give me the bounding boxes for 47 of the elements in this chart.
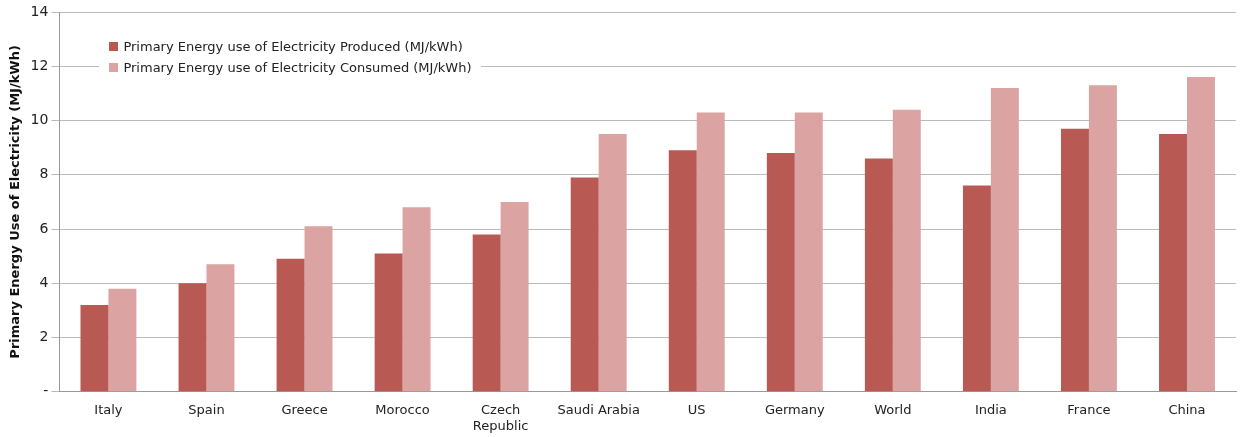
bar bbox=[864, 158, 893, 392]
y-tick-label: 2 bbox=[39, 328, 49, 345]
legend-label: Primary Energy use of Electricity Consumed (MJ/kWh) bbox=[123, 60, 472, 75]
bar bbox=[1186, 77, 1215, 392]
bar bbox=[1159, 134, 1187, 392]
bar bbox=[304, 226, 333, 392]
y-axis-title: Primary Energy Use of Electricity (MJ/kWh) bbox=[7, 45, 23, 359]
bar bbox=[990, 87, 1019, 392]
bar bbox=[500, 201, 529, 392]
bar bbox=[668, 150, 697, 392]
bar bbox=[598, 134, 627, 392]
x-tick-label: India bbox=[974, 401, 1007, 417]
bar bbox=[206, 264, 235, 392]
bar bbox=[696, 112, 725, 392]
bar bbox=[374, 253, 403, 392]
y-tick-label: 6 bbox=[39, 219, 49, 236]
x-tick-label: Spain bbox=[188, 401, 225, 417]
y-tick-label: 14 bbox=[30, 2, 49, 19]
bar bbox=[178, 283, 207, 392]
y-tick-label: 4 bbox=[39, 273, 49, 290]
bar bbox=[108, 288, 137, 392]
x-tick-label: Saudi Arabia bbox=[557, 401, 640, 417]
x-tick-label: France bbox=[1067, 401, 1111, 417]
bar bbox=[80, 304, 109, 392]
y-tick-label: - bbox=[43, 382, 49, 399]
bar bbox=[1060, 128, 1089, 392]
bar bbox=[472, 234, 501, 392]
bar bbox=[766, 153, 795, 392]
x-tick-label: Italy bbox=[94, 401, 123, 417]
y-tick-label: 8 bbox=[39, 165, 49, 182]
bar bbox=[570, 177, 599, 392]
legend-label: Primary Energy use of Electricity Produced (MJ/kWh) bbox=[123, 39, 463, 54]
x-tick-label: Czech Republic bbox=[472, 401, 529, 433]
bar bbox=[794, 112, 823, 392]
x-tick-label: World bbox=[874, 401, 912, 417]
x-tick-label: Greece bbox=[281, 401, 328, 417]
x-tick-label: Germany bbox=[764, 401, 825, 417]
y-tick-label: 12 bbox=[30, 56, 49, 73]
x-tick-label: US bbox=[687, 401, 706, 417]
x-tick-label: Morocco bbox=[375, 401, 430, 417]
y-tick-label: 10 bbox=[30, 111, 49, 128]
bar bbox=[892, 109, 921, 392]
x-tick-label: China bbox=[1168, 401, 1206, 417]
bar bbox=[276, 258, 305, 392]
bar bbox=[962, 185, 991, 392]
bar bbox=[1088, 85, 1117, 392]
bar bbox=[402, 207, 431, 392]
